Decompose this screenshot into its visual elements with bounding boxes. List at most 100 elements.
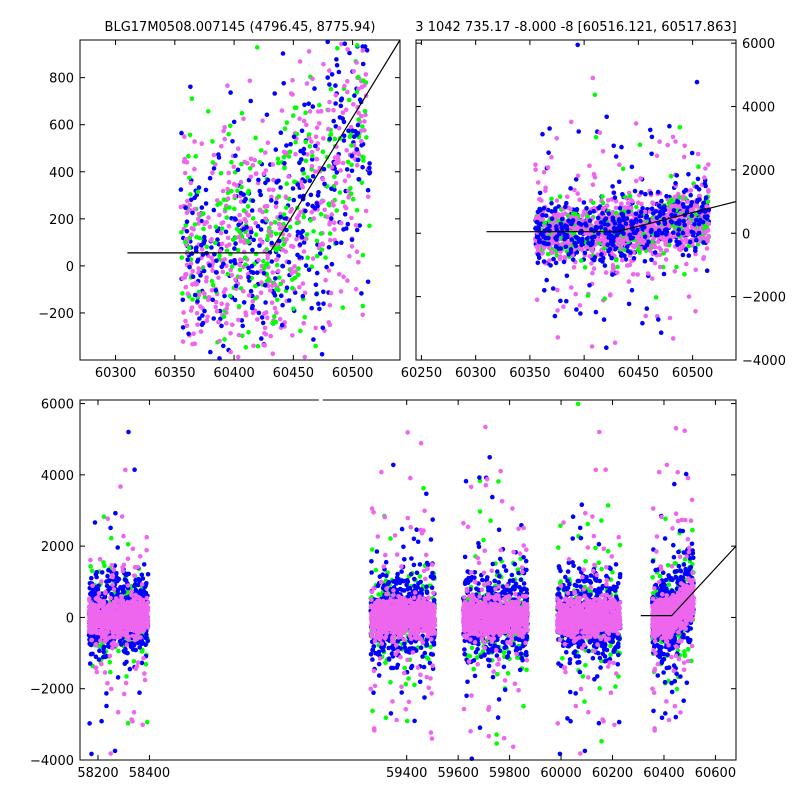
data-point [362,119,367,124]
data-point [689,213,695,218]
data-point [228,259,234,264]
data-point [271,177,276,183]
data-point [243,345,249,350]
data-point [133,666,138,671]
data-point [115,604,120,609]
data-point [328,86,334,92]
data-point [693,309,698,314]
data-point [562,211,568,216]
data-point [262,325,268,331]
data-point [306,101,312,106]
data-point [189,232,194,237]
data-point [247,166,253,171]
data-point [273,200,279,206]
data-point [625,248,631,254]
data-point [290,285,295,291]
data-point [178,187,184,192]
data-point [103,590,108,596]
data-point [341,138,347,143]
data-point [576,129,581,134]
data-point [137,690,142,695]
data-point [90,583,95,588]
data-point [228,90,233,95]
data-point [180,339,186,344]
data-point [558,221,564,227]
data-point [349,244,355,249]
data-point [256,177,261,183]
data-point [363,208,369,214]
data-point [334,208,340,213]
x-tick-label: 60500 [332,366,373,381]
data-point [591,228,597,233]
data-point [353,223,359,228]
data-point [273,204,279,209]
data-point [600,200,606,206]
data-point [119,514,125,519]
data-point [335,45,340,51]
data-point [104,691,109,696]
data-point [672,203,678,209]
data-point [256,310,262,316]
data-point [178,204,184,210]
data-point [257,237,263,242]
data-point [573,177,579,182]
data-point [133,596,139,601]
data-point [216,275,221,281]
data-point [678,247,683,253]
data-point [229,264,235,269]
data-point [327,303,333,308]
data-point [674,173,680,178]
data-point [188,257,194,262]
data-point [595,215,601,221]
data-point [284,143,289,148]
data-point [307,178,313,183]
data-point [648,190,654,196]
data-point [95,595,100,600]
data-point [558,254,563,259]
data-point [580,236,585,242]
data-point [281,212,287,217]
data-point [292,264,297,269]
data-point [303,208,308,214]
data-point [342,41,348,46]
data-point [238,179,244,185]
data-point [617,162,622,168]
data-point [297,194,303,199]
data-point [108,751,113,756]
data-point [250,247,255,253]
data-point [207,175,213,181]
data-point [635,200,641,205]
data-point [622,205,628,210]
data-point [225,302,230,308]
data-point [313,343,318,349]
data-point [346,195,351,200]
data-point [224,306,229,311]
data-point [233,283,239,289]
data-point [179,130,184,136]
data-point [626,209,631,215]
data-point [102,670,108,675]
data-point [326,245,332,250]
data-point [651,236,656,241]
data-point [627,193,633,199]
data-point [356,110,361,116]
data-point [598,225,604,230]
data-point [547,258,552,263]
data-point [587,218,593,223]
data-point [657,139,662,144]
data-point [143,662,149,667]
model-line [127,39,401,254]
data-point [139,582,145,587]
data-point [665,142,670,148]
data-point [534,297,540,303]
data-point [194,310,200,316]
data-point [649,134,655,140]
data-point [331,220,337,225]
data-point [197,316,202,321]
data-point [615,270,620,275]
data-point [302,102,307,108]
data-point [318,231,324,236]
data-point [215,237,220,242]
data-point [328,131,334,137]
data-point [334,63,340,68]
